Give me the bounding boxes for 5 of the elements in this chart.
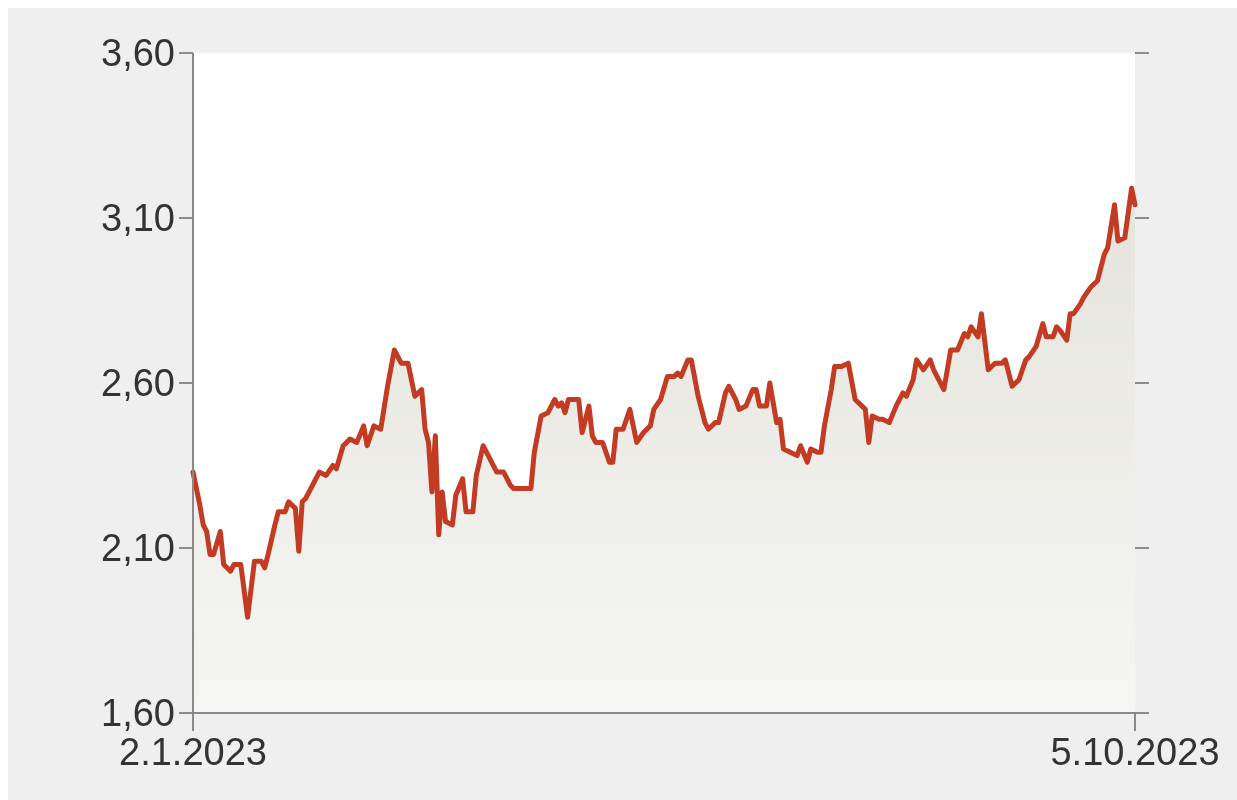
y-tick-label: 3,60 xyxy=(101,32,175,75)
y-tick-label: 2,60 xyxy=(101,362,175,405)
y-tick-label: 3,10 xyxy=(101,197,175,240)
y-tick-label: 2,10 xyxy=(101,527,175,570)
x-tick-label: 5.10.2023 xyxy=(1050,731,1220,773)
